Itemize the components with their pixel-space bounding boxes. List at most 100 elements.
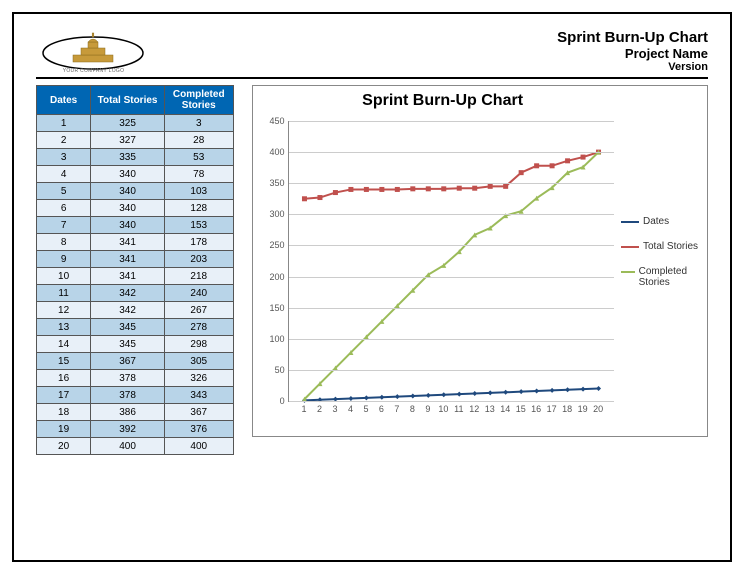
col-header-dates: Dates (37, 86, 91, 115)
table-row: 232728 (37, 132, 234, 149)
x-tick: 19 (578, 404, 588, 414)
y-tick: 0 (280, 396, 285, 406)
table-cell: 53 (164, 149, 233, 166)
chart-marker (565, 158, 570, 163)
table-row: 18386367 (37, 404, 234, 421)
legend-label: Total Stories (643, 241, 698, 252)
y-tick: 200 (270, 272, 285, 282)
x-tick: 1 (302, 404, 307, 414)
legend-item-dates: Dates (621, 216, 701, 227)
chart-marker (580, 155, 585, 160)
chart-marker (333, 190, 338, 195)
chart-marker (425, 393, 430, 398)
legend-label: Dates (643, 216, 669, 227)
chart-marker (441, 392, 446, 397)
legend-swatch (621, 246, 639, 248)
x-tick: 8 (410, 404, 415, 414)
header-titles: Sprint Burn-Up Chart Project Name Versio… (557, 29, 708, 73)
project-name: Project Name (557, 46, 708, 61)
x-tick: 4 (348, 404, 353, 414)
chart-marker (503, 184, 508, 189)
table-row: 9341203 (37, 251, 234, 268)
table-cell: 367 (91, 353, 165, 370)
chart-marker (302, 196, 307, 201)
chart-marker (487, 390, 492, 395)
y-tick: 350 (270, 178, 285, 188)
version-label: Version (557, 61, 708, 73)
table-row: 11342240 (37, 285, 234, 302)
chart-title: Sprint Burn-Up Chart (253, 92, 633, 110)
table-cell: 218 (164, 268, 233, 285)
table-cell: 11 (37, 285, 91, 302)
x-tick: 6 (379, 404, 384, 414)
chart-marker (534, 389, 539, 394)
y-tick: 300 (270, 209, 285, 219)
table-cell: 335 (91, 149, 165, 166)
table-cell: 400 (164, 438, 233, 455)
chart-marker (410, 394, 415, 399)
table-cell: 278 (164, 319, 233, 336)
table-cell: 8 (37, 234, 91, 251)
table-cell: 178 (164, 234, 233, 251)
chart-marker (348, 187, 353, 192)
table-cell: 340 (91, 183, 165, 200)
chart-marker (518, 389, 523, 394)
table-cell: 345 (91, 319, 165, 336)
table-cell: 327 (91, 132, 165, 149)
chart-marker (472, 391, 477, 396)
chart-marker (596, 386, 601, 391)
table-cell: 267 (164, 302, 233, 319)
chart-marker (580, 387, 585, 392)
table-cell: 3 (37, 149, 91, 166)
table-cell: 103 (164, 183, 233, 200)
table-cell: 6 (37, 200, 91, 217)
table-row: 13345278 (37, 319, 234, 336)
legend-item-completed: Completed Stories (621, 266, 701, 288)
y-tick: 450 (270, 116, 285, 126)
x-tick: 13 (485, 404, 495, 414)
table-cell: 376 (164, 421, 233, 438)
chart-marker (456, 392, 461, 397)
table-row: 434078 (37, 166, 234, 183)
chart-marker (518, 170, 523, 175)
table-row: 20400400 (37, 438, 234, 455)
chart-marker (379, 187, 384, 192)
chart-marker (394, 187, 399, 192)
table-row: 17378343 (37, 387, 234, 404)
table-row: 10341218 (37, 268, 234, 285)
y-tick: 100 (270, 334, 285, 344)
table-cell: 15 (37, 353, 91, 370)
table-row: 5340103 (37, 183, 234, 200)
table-cell: 16 (37, 370, 91, 387)
chart-marker (472, 186, 477, 191)
x-tick: 20 (593, 404, 603, 414)
legend-label: Completed Stories (639, 266, 701, 288)
table-cell: 20 (37, 438, 91, 455)
table-cell: 345 (91, 336, 165, 353)
table-cell: 10 (37, 268, 91, 285)
table-row: 7340153 (37, 217, 234, 234)
table-cell: 342 (91, 302, 165, 319)
table-cell: 7 (37, 217, 91, 234)
table-cell: 325 (91, 115, 165, 132)
table-cell: 341 (91, 251, 165, 268)
table-cell: 400 (91, 438, 165, 455)
x-tick: 17 (547, 404, 557, 414)
table-cell: 378 (91, 387, 165, 404)
table-row: 15367305 (37, 353, 234, 370)
table-cell: 13 (37, 319, 91, 336)
table-cell: 3 (164, 115, 233, 132)
table-cell: 340 (91, 200, 165, 217)
table-row: 8341178 (37, 234, 234, 251)
y-tick: 250 (270, 240, 285, 250)
chart-panel: Sprint Burn-Up Chart 0501001502002503003… (252, 85, 708, 437)
company-logo: YOUR COMPANY LOGO (36, 28, 151, 73)
table-cell: 5 (37, 183, 91, 200)
chart-legend: Dates Total Stories Completed Stories (621, 216, 701, 302)
table-cell: 340 (91, 166, 165, 183)
table-cell: 378 (91, 370, 165, 387)
legend-swatch (621, 271, 635, 273)
table-row: 13253 (37, 115, 234, 132)
x-tick: 9 (425, 404, 430, 414)
table-cell: 305 (164, 353, 233, 370)
